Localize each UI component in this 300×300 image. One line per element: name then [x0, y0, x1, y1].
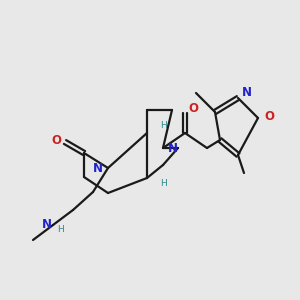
Text: O: O [51, 134, 61, 148]
Text: H: H [160, 179, 167, 188]
Text: N: N [242, 86, 252, 100]
Text: H: H [57, 226, 64, 235]
Text: N: N [168, 142, 178, 154]
Text: N: N [93, 161, 103, 175]
Text: O: O [188, 103, 198, 116]
Text: H: H [160, 121, 167, 130]
Text: O: O [264, 110, 274, 124]
Text: N: N [42, 218, 52, 232]
